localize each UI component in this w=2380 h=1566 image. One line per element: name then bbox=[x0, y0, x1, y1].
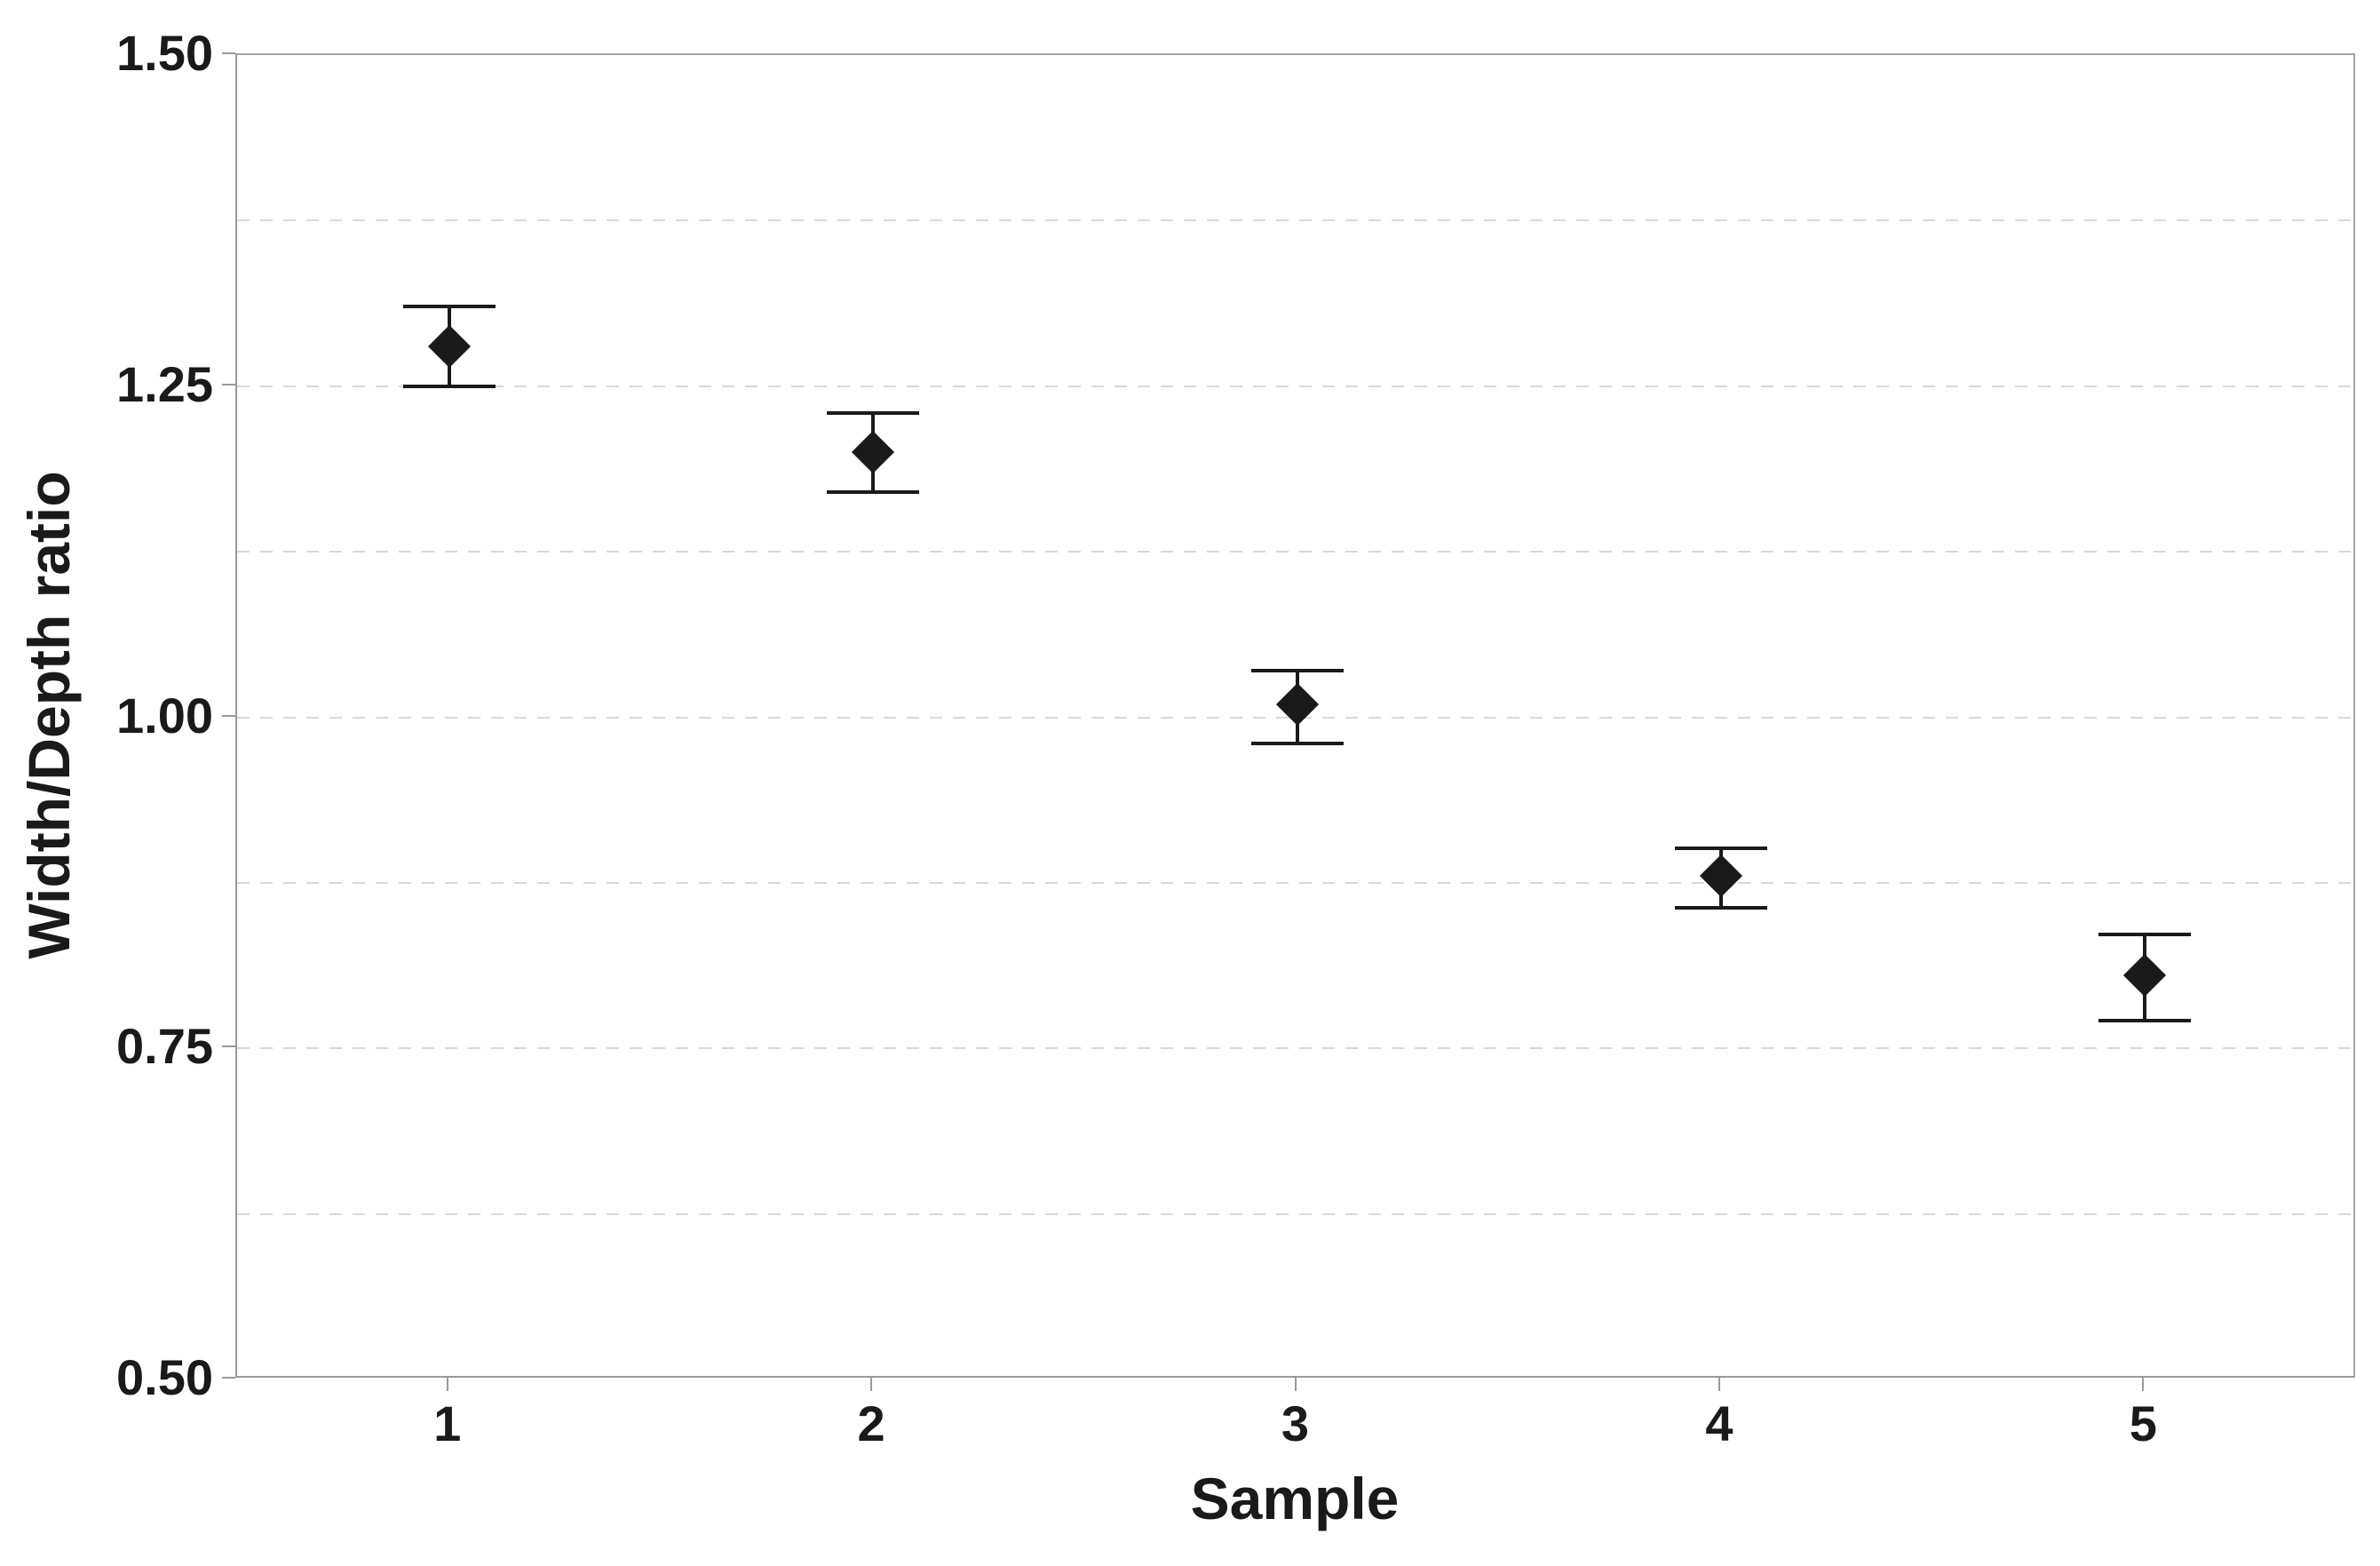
ci-cap-lower-sample-1 bbox=[402, 384, 496, 388]
ci-cap-lower-sample-4 bbox=[1674, 906, 1767, 910]
gridline-y-1.125 bbox=[237, 551, 2353, 553]
ci-cap-upper-sample-3 bbox=[1250, 669, 1344, 673]
x-axis-tick-mark bbox=[1294, 1378, 1297, 1391]
x-axis-tick-mark bbox=[446, 1378, 448, 1391]
plot-area bbox=[235, 53, 2355, 1378]
ci-cap-lower-sample-2 bbox=[827, 490, 920, 495]
y-axis-tick-label: 1.50 bbox=[116, 25, 213, 81]
x-axis-tick-label: 4 bbox=[1705, 1395, 1733, 1451]
ci-cap-lower-sample-3 bbox=[1250, 742, 1344, 746]
mean-marker-sample-2 bbox=[852, 431, 895, 474]
x-axis-tick-mark bbox=[2142, 1378, 2145, 1391]
y-axis-tick-mark bbox=[222, 714, 235, 717]
mean-marker-sample-5 bbox=[2123, 954, 2167, 998]
x-axis-tick-label: 5 bbox=[2129, 1395, 2157, 1451]
x-axis-tick-label: 2 bbox=[857, 1395, 885, 1451]
gridline-y-1.375 bbox=[237, 219, 2353, 222]
x-axis-tick-label: 3 bbox=[1281, 1395, 1310, 1451]
gridline-y-0.875 bbox=[237, 881, 2353, 884]
gridline-y-1.25 bbox=[237, 385, 2353, 387]
ci-cap-lower-sample-5 bbox=[2098, 1018, 2192, 1022]
x-axis-title: Sample bbox=[1190, 1466, 1400, 1531]
ci-cap-upper-sample-2 bbox=[827, 410, 920, 415]
x-axis-tick-label: 1 bbox=[433, 1395, 462, 1451]
x-axis-tick-mark bbox=[1718, 1378, 1720, 1391]
mean-marker-sample-3 bbox=[1275, 682, 1319, 726]
y-axis-tick-mark bbox=[222, 1377, 235, 1379]
x-axis-tick-mark bbox=[870, 1378, 873, 1391]
y-axis-tick-label: 0.75 bbox=[116, 1018, 213, 1075]
y-axis-tick-label: 0.50 bbox=[116, 1349, 213, 1405]
ci-cap-upper-sample-1 bbox=[402, 305, 496, 309]
mean-marker-sample-4 bbox=[1699, 855, 1742, 898]
y-axis-tick-label: 1.25 bbox=[116, 355, 213, 412]
y-axis-tick-mark bbox=[222, 52, 235, 54]
gridline-y-0.625 bbox=[237, 1212, 2353, 1215]
ci-cap-upper-sample-4 bbox=[1674, 847, 1767, 851]
gridline-y-0.75 bbox=[237, 1047, 2353, 1050]
y-axis-tick-label: 1.00 bbox=[116, 687, 213, 743]
ci-cap-upper-sample-5 bbox=[2098, 933, 2192, 937]
y-axis-tick-mark bbox=[222, 383, 235, 386]
mean-marker-sample-1 bbox=[427, 324, 471, 369]
y-axis-tick-mark bbox=[222, 1045, 235, 1048]
